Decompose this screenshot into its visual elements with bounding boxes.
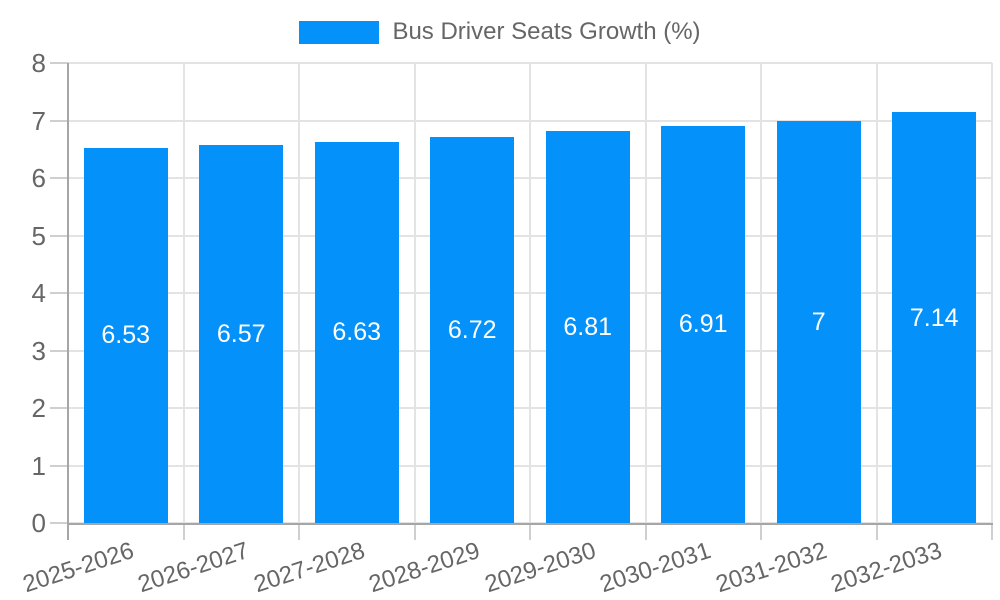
y-tick-label: 2 xyxy=(31,393,46,423)
bar-value-label: 6.53 xyxy=(101,321,151,350)
x-gridline xyxy=(760,63,762,523)
bar[interactable] xyxy=(545,131,630,523)
y-tick-label: 7 xyxy=(31,105,46,136)
y-tick-label: 0 xyxy=(31,508,46,538)
bar[interactable] xyxy=(83,147,168,523)
x-gridline xyxy=(875,63,878,523)
legend-item[interactable]: Bus Driver Seats Growth (%) xyxy=(299,18,701,46)
y-tick-label: 6 xyxy=(31,163,46,193)
bar[interactable] xyxy=(892,112,977,523)
y-tick xyxy=(50,234,68,237)
y-tick xyxy=(50,292,68,294)
bar[interactable] xyxy=(776,120,861,523)
x-tick xyxy=(529,523,531,540)
x-gridline xyxy=(991,63,993,523)
bar-value-label: 6.72 xyxy=(447,315,497,344)
y-tick xyxy=(50,62,68,64)
y-axis-line xyxy=(67,63,69,540)
x-gridline xyxy=(413,63,416,523)
x-tick-label: 2025-2026 xyxy=(19,537,138,599)
x-gridline xyxy=(529,63,531,523)
y-tick xyxy=(50,119,68,122)
x-tick-label: 2026-2027 xyxy=(135,537,253,599)
x-tick xyxy=(760,523,762,540)
y-tick xyxy=(50,349,68,352)
x-tick-label: 2031-2032 xyxy=(712,537,831,599)
x-axis-line xyxy=(67,523,993,525)
bar[interactable] xyxy=(661,125,746,523)
x-tick-label: 2029-2030 xyxy=(481,537,600,599)
legend-label: Bus Driver Seats Growth (%) xyxy=(392,18,701,45)
y-tick-label: 3 xyxy=(31,335,46,366)
y-tick xyxy=(50,177,68,179)
bar-value-label: 6.81 xyxy=(563,313,613,342)
bar-value-label: 7 xyxy=(811,307,826,336)
y-tick-label: 5 xyxy=(31,220,46,251)
y-tick-label: 4 xyxy=(31,278,46,308)
x-tick xyxy=(991,523,993,540)
x-tick-label: 2028-2029 xyxy=(366,537,484,599)
x-tick xyxy=(875,523,878,540)
y-tick xyxy=(50,464,68,467)
x-tick xyxy=(644,523,647,540)
x-tick xyxy=(182,523,185,540)
x-tick-label: 2027-2028 xyxy=(250,537,369,599)
bar[interactable] xyxy=(430,136,515,523)
y-tick-label: 8 xyxy=(31,48,46,78)
y-tick xyxy=(50,522,68,524)
chart-legend: Bus Driver Seats Growth (%) xyxy=(0,18,1000,46)
x-gridline xyxy=(182,63,185,523)
x-tick-label: 2030-2031 xyxy=(597,537,715,599)
x-tick xyxy=(298,523,300,540)
bar-value-label: 6.91 xyxy=(678,310,728,339)
bar[interactable] xyxy=(314,141,399,523)
bar-value-label: 6.57 xyxy=(216,320,266,349)
bar[interactable] xyxy=(199,145,284,523)
y-tick-label: 1 xyxy=(31,450,46,481)
x-gridline xyxy=(644,63,647,523)
legend-color-swatch xyxy=(299,20,380,44)
x-gridline xyxy=(298,63,300,523)
x-tick xyxy=(413,523,416,540)
y-tick xyxy=(50,407,68,409)
bar-value-label: 7.14 xyxy=(909,303,959,332)
bar-value-label: 6.63 xyxy=(332,318,382,347)
x-tick-label: 2032-2033 xyxy=(828,537,946,599)
